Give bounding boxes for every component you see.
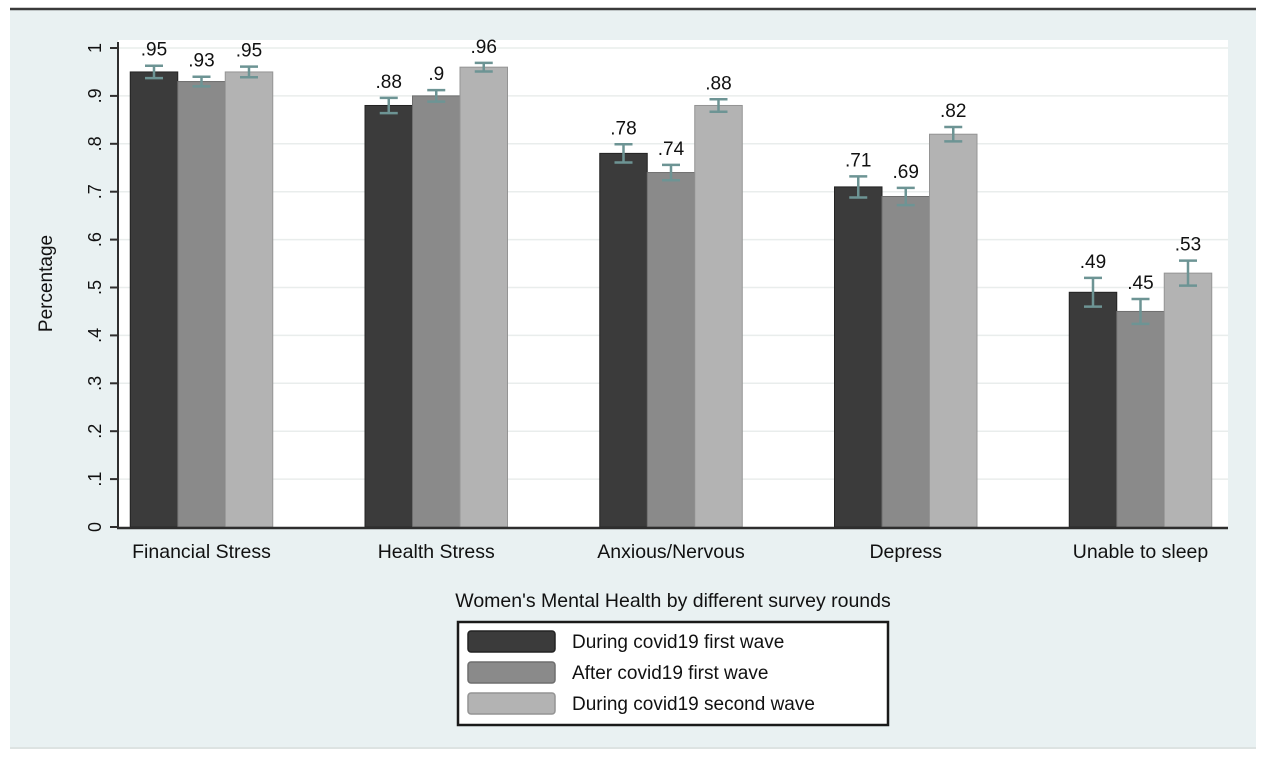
bar-value-label: .69 <box>893 162 919 183</box>
bar <box>1116 310 1165 528</box>
bar <box>412 95 461 528</box>
category-label: Anxious/Nervous <box>597 541 745 563</box>
legend-label: During covid19 second wave <box>572 694 815 715</box>
bar-value-label: .95 <box>141 40 167 61</box>
bar-value-label: .49 <box>1080 252 1106 273</box>
y-tick-label: 1 <box>85 43 105 53</box>
category-label: Health Stress <box>378 541 495 563</box>
y-tick-label: .4 <box>85 328 105 343</box>
bar <box>694 104 743 528</box>
bar-value-label: .78 <box>610 118 636 139</box>
bar-value-label: .9 <box>428 64 444 85</box>
category-label: Financial Stress <box>132 541 271 563</box>
category-label: Unable to sleep <box>1073 541 1209 563</box>
bar <box>881 195 930 528</box>
y-tick-label: 0 <box>85 522 105 532</box>
bar-value-label: .88 <box>376 72 402 93</box>
legend: During covid19 first wave After covid19 f… <box>456 620 890 727</box>
x-axis-title: Women's Mental Health by different surve… <box>455 590 891 612</box>
bar <box>834 186 883 528</box>
y-tick-label: .9 <box>85 88 105 103</box>
bar-value-label: .95 <box>236 41 262 62</box>
legend-swatch <box>467 630 556 653</box>
bar-value-label: .45 <box>1127 273 1153 294</box>
bar-value-label: .71 <box>845 150 871 171</box>
y-tick-label: .5 <box>85 280 105 295</box>
y-axis-title: Percentage <box>36 235 57 332</box>
bar <box>224 71 274 528</box>
legend-label: After covid19 first wave <box>572 663 768 684</box>
bar <box>599 152 648 528</box>
y-tick-label: .7 <box>85 184 105 199</box>
y-tick-label: .6 <box>85 232 105 247</box>
legend-swatch <box>467 661 556 684</box>
bar-value-label: .93 <box>188 51 214 72</box>
bar <box>364 104 413 528</box>
bar <box>1163 272 1213 528</box>
legend-swatch <box>467 692 556 715</box>
bar <box>459 66 508 528</box>
bar <box>646 172 696 528</box>
bar <box>1068 291 1118 528</box>
y-tick-label: .2 <box>85 424 105 439</box>
bar-value-label: .82 <box>940 101 966 122</box>
y-tick-label: .3 <box>85 376 105 391</box>
legend-label: During covid19 first wave <box>572 632 784 653</box>
y-tick-label: .8 <box>85 136 105 151</box>
y-tick-label: .1 <box>85 472 105 487</box>
bar <box>177 81 226 528</box>
bar-value-label: .74 <box>658 139 685 160</box>
category-label: Depress <box>869 541 942 563</box>
bar-value-label: .96 <box>471 37 497 58</box>
bar <box>929 133 978 528</box>
bar <box>129 71 179 528</box>
bar-value-label: .53 <box>1175 235 1201 256</box>
bar-value-label: .88 <box>705 73 731 94</box>
